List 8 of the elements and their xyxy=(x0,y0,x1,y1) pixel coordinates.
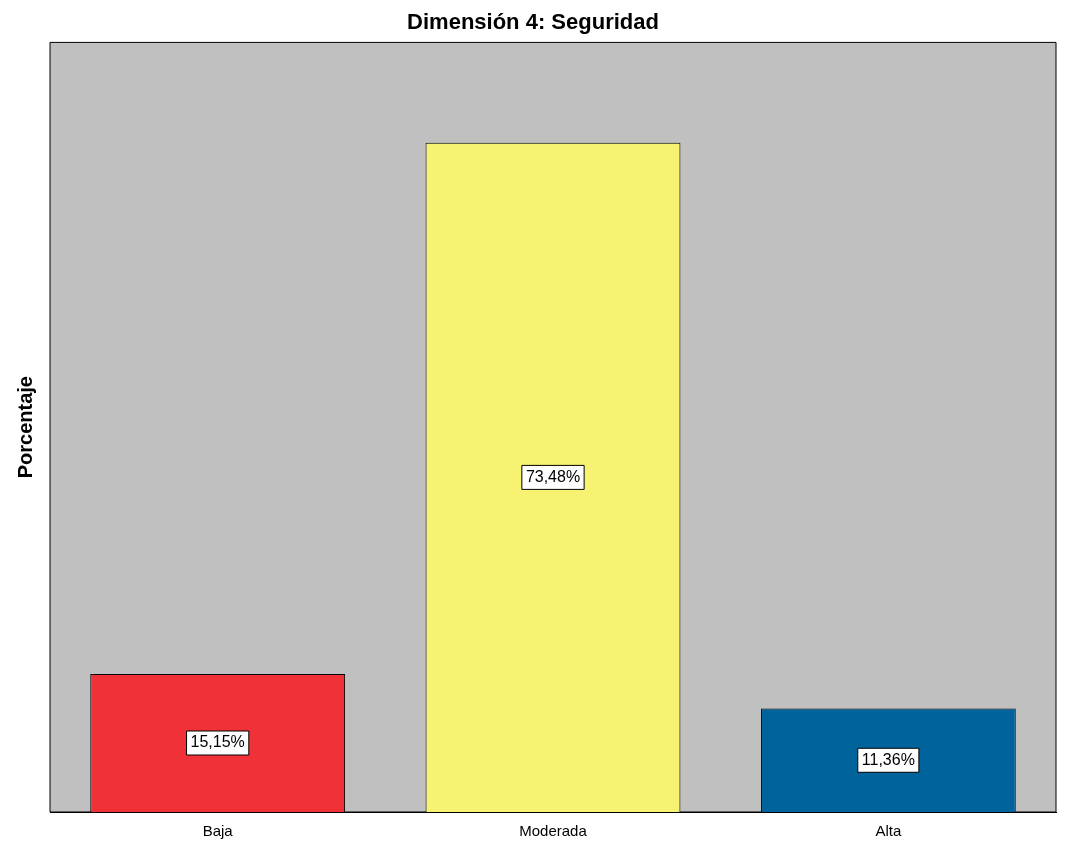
x-tick-label: Alta xyxy=(875,822,902,840)
data-label: 73,48% xyxy=(525,467,581,485)
chart-title: Dimensión 4: Seguridad xyxy=(407,9,659,35)
y-axis-title: Porcentaje xyxy=(13,376,36,479)
data-label: 11,36% xyxy=(861,750,915,768)
x-tick-label: Moderada xyxy=(519,822,588,840)
x-tick-label: Baja xyxy=(202,822,234,840)
data-label: 15,15% xyxy=(190,733,245,751)
